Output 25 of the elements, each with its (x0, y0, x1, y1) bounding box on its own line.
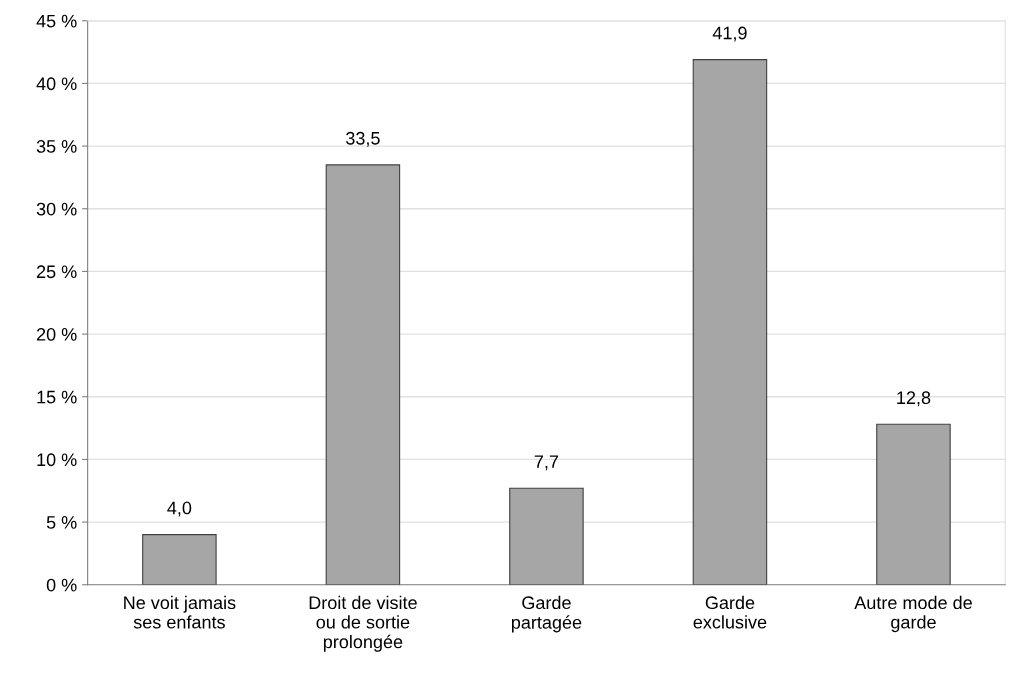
y-tick-label: 5 % (46, 516, 77, 529)
x-tick-label: Garde exclusive (693, 595, 767, 629)
y-tick-label: 10 % (37, 453, 77, 467)
data-label: 41,9 (712, 26, 747, 42)
x-tick-label: Droit de visite ou de sortie prolongée (309, 595, 417, 652)
bar (325, 164, 401, 585)
data-label: 33,5 (346, 131, 380, 147)
x-tick-label: Autre mode de garde (854, 595, 972, 633)
y-tick-label: 35 % (36, 140, 77, 153)
y-tick-label: 15 % (37, 390, 77, 404)
bar (692, 59, 768, 585)
bar (509, 487, 584, 585)
bar (876, 423, 951, 585)
x-tick-label: Garde partagée (511, 595, 582, 633)
y-tick-label: 45 % (36, 14, 77, 28)
bar (142, 534, 217, 585)
y-tick-label: 20 % (36, 328, 77, 341)
data-label: 12,8 (897, 391, 931, 407)
y-tick-label: 30 % (36, 202, 77, 216)
data-label: 4,0 (167, 501, 192, 517)
y-tick-label: 40 % (36, 77, 77, 91)
x-tick-label: Ne voit jamais ses enfants (124, 595, 236, 629)
y-tick-label: 25 % (36, 265, 77, 279)
y-tick-label: 0 % (46, 578, 77, 592)
data-label: 7,7 (534, 455, 559, 471)
